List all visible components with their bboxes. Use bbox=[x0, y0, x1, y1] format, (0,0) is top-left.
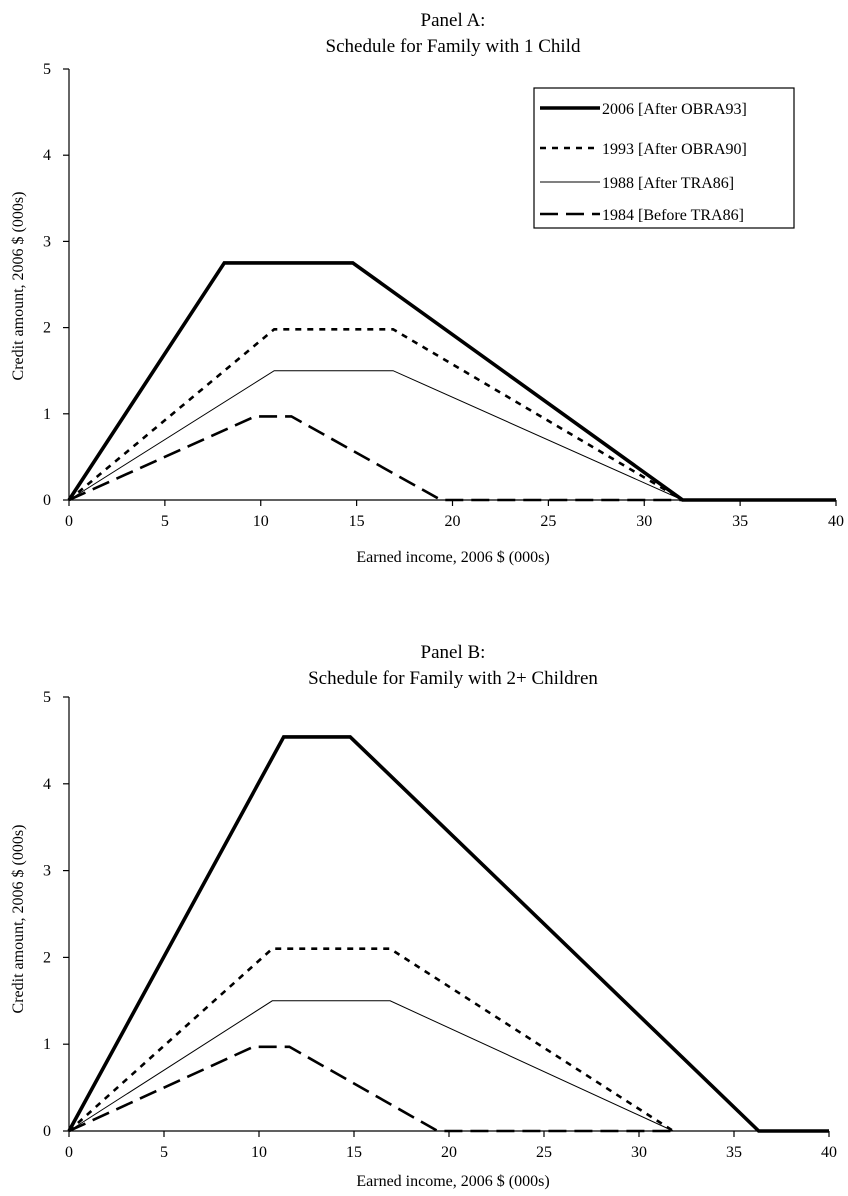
panel-a-x-tick-label: 40 bbox=[828, 513, 844, 530]
panel-b-x-tick-label: 10 bbox=[251, 1144, 267, 1161]
panel-a-x-tick-label: 5 bbox=[161, 513, 169, 530]
panel-a-x-tick-label: 35 bbox=[732, 513, 748, 530]
panel-a-series-1988-after-tra86 bbox=[68, 370, 683, 501]
legend-label-2006: 2006 [After OBRA93] bbox=[602, 101, 747, 118]
panel-b-series-1993-after-obra90 bbox=[68, 947, 674, 1133]
panel-a-x-tick-label: 30 bbox=[636, 513, 652, 530]
panel-a-x-tick-label: 0 bbox=[65, 513, 73, 530]
panel-b-series-2006-after-obra93 bbox=[67, 735, 829, 1133]
legend-label-1988: 1988 [After TRA86] bbox=[602, 175, 734, 192]
legend-box bbox=[533, 87, 795, 229]
panel-a-x-tick-label: 25 bbox=[540, 513, 556, 530]
panel-b-x-tick-label: 35 bbox=[726, 1144, 742, 1161]
panel-b-series-1984-before-tra86 bbox=[68, 1045, 674, 1133]
panel-a-chart: Panel A: Schedule for Family with 1 Chil… bbox=[10, 10, 844, 566]
legend-label-1993: 1993 [After OBRA90] bbox=[602, 141, 747, 158]
panel-a-series-1993-after-obra90 bbox=[68, 327, 684, 502]
panel-a-y-axis-title: Credit amount, 2006 $ (000s) bbox=[10, 192, 27, 381]
panel-b-x-tick-label: 40 bbox=[821, 1144, 837, 1161]
panel-b-title-line1: Panel B: bbox=[421, 642, 486, 663]
panel-a-x-tick-label: 15 bbox=[349, 513, 365, 530]
panel-b-x-tick-label: 20 bbox=[441, 1144, 457, 1161]
panel-b-chart: Panel B: Schedule for Family with 2+ Chi… bbox=[10, 642, 837, 1190]
panel-b-y-tick-label: 5 bbox=[43, 689, 51, 706]
panel-a-legend: 2006 [After OBRA93] 1993 [After OBRA90] … bbox=[533, 87, 795, 229]
panel-b-title-line2: Schedule for Family with 2+ Children bbox=[308, 668, 598, 689]
panel-a-series-2006-after-obra93 bbox=[67, 261, 836, 502]
panel-b-x-tick-label: 30 bbox=[631, 1144, 647, 1161]
panel-b-y-axis-title: Credit amount, 2006 $ (000s) bbox=[10, 825, 27, 1014]
panel-b-y-tick-label: 2 bbox=[43, 949, 51, 966]
panel-a-y-tick-label: 1 bbox=[43, 406, 51, 423]
legend-label-1984: 1984 [Before TRA86] bbox=[602, 207, 744, 224]
panel-b-x-axis-title: Earned income, 2006 $ (000s) bbox=[356, 1173, 549, 1190]
panel-a-y-tick-label: 5 bbox=[43, 61, 51, 78]
panel-b-x-tick-label: 15 bbox=[346, 1144, 362, 1161]
panel-b-y-tick-label: 3 bbox=[43, 863, 51, 880]
panel-b-series-1988-after-tra86 bbox=[68, 1000, 674, 1132]
panel-a-title-line2: Schedule for Family with 1 Child bbox=[326, 36, 581, 57]
panel-b-y-tick-label: 0 bbox=[43, 1123, 51, 1140]
panel-a-y-tick-label: 0 bbox=[43, 492, 51, 509]
panel-a-title-line1: Panel A: bbox=[421, 10, 486, 31]
panel-b-x-tick-label: 5 bbox=[160, 1144, 168, 1161]
panel-b-x-tick-label: 0 bbox=[65, 1144, 73, 1161]
panel-b-y-tick-label: 1 bbox=[43, 1036, 51, 1053]
panel-a-x-tick-label: 20 bbox=[445, 513, 461, 530]
panel-b-x-tick-label: 25 bbox=[536, 1144, 552, 1161]
panel-a-y-tick-label: 4 bbox=[43, 147, 51, 164]
panel-a-x-tick-label: 10 bbox=[253, 513, 269, 530]
panel-b-y-tick-label: 4 bbox=[43, 776, 51, 793]
panel-a-series-1984-before-tra86 bbox=[68, 415, 683, 502]
panel-a-x-axis-title: Earned income, 2006 $ (000s) bbox=[356, 549, 549, 566]
panel-a-y-tick-label: 2 bbox=[43, 320, 51, 337]
panel-a-y-tick-label: 3 bbox=[43, 233, 51, 250]
